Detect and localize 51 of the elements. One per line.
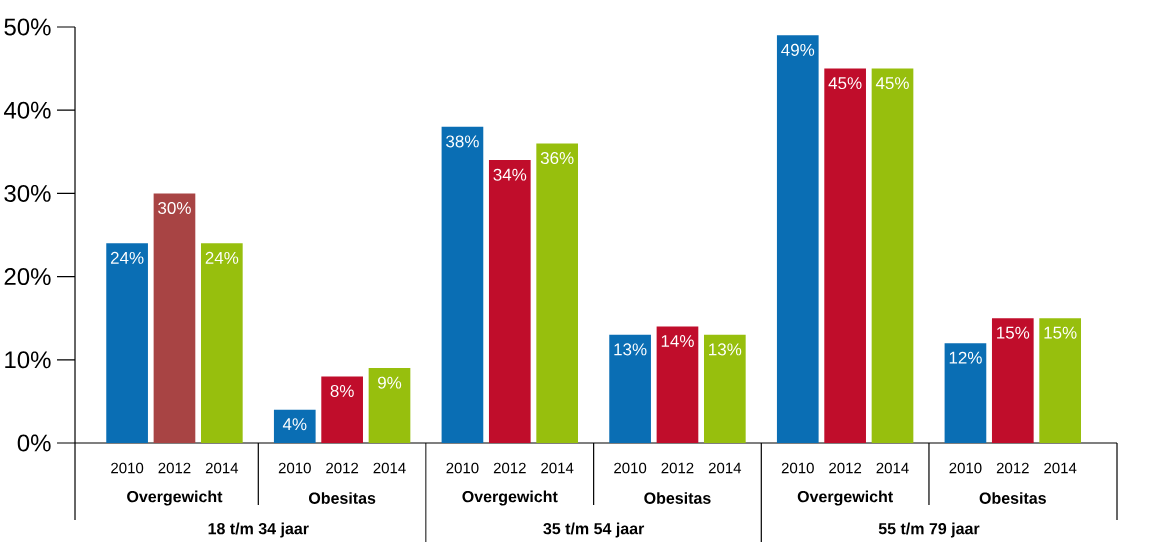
text: 55 t/m 79 jaar — [878, 522, 980, 538]
text: Obesitas — [309, 492, 376, 504]
x-tick-label: 2012 — [996, 462, 1029, 474]
x-tick-label: 2014 — [205, 462, 239, 474]
text: Obesitas — [979, 492, 1046, 504]
x-tick-label: 2014 — [1044, 462, 1077, 474]
y-tick-label: 0% — [17, 434, 51, 452]
x-tick-label: 2010 — [446, 462, 479, 474]
data-label: 45% — [828, 77, 862, 90]
x-tick-label: 2014 — [876, 462, 909, 474]
y-tick-label: 20% — [4, 268, 51, 286]
data-label: 13% — [709, 343, 742, 356]
x-tick-label: 2012 — [661, 462, 694, 474]
y-tick-label: 40% — [3, 101, 51, 119]
text: Overgewicht — [127, 490, 223, 506]
data-label: 30% — [158, 201, 191, 214]
data-label: 36% — [540, 152, 574, 165]
data-label: 12% — [949, 351, 982, 364]
text: Overgewicht — [462, 490, 558, 506]
x-tick-label: 2012 — [326, 462, 359, 474]
data-label: 38% — [446, 135, 479, 148]
data-label: 15% — [997, 326, 1030, 339]
x-tick-label: 2014 — [708, 462, 742, 474]
x-tick-label: 2010 — [614, 462, 647, 474]
text: Obesitas — [644, 492, 711, 504]
y-tick-label: 30% — [4, 184, 51, 202]
data-label: 14% — [661, 335, 694, 347]
x-tick-label: 2014 — [373, 462, 406, 474]
data-label: 13% — [614, 343, 647, 356]
x-tick-label: 2010 — [278, 462, 311, 474]
x-tick-label: 2012 — [158, 462, 191, 474]
x-tick-label: 2012 — [493, 462, 526, 474]
text: 18 t/m 34 jaar — [208, 522, 309, 538]
x-tick-label: 2010 — [949, 462, 982, 474]
x-tick-label: 2010 — [111, 462, 144, 474]
data-label: 9% — [378, 376, 402, 389]
data-label: 49% — [781, 43, 815, 56]
y-tick-label: 10% — [5, 351, 51, 369]
data-label: 15% — [1044, 326, 1077, 339]
x-tick-label: 2014 — [541, 462, 574, 474]
x-tick-label: 2012 — [829, 462, 862, 474]
data-label: 8% — [330, 384, 354, 398]
data-label: 4% — [282, 418, 307, 431]
data-label: 24% — [110, 251, 144, 264]
data-label: 45% — [875, 77, 909, 90]
data-label: 24% — [205, 251, 239, 264]
y-tick-label: 50% — [4, 18, 51, 36]
text: Overgewicht — [797, 490, 893, 506]
text: 35 t/m 54 jaar — [543, 522, 645, 538]
data-label: 34% — [493, 168, 527, 181]
x-tick-label: 2010 — [781, 462, 814, 474]
